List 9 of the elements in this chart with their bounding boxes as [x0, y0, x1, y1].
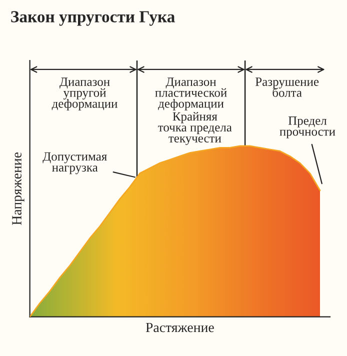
text: Разрушение болта [256, 78, 319, 97]
text: Диапазон упругой деформации [52, 78, 118, 110]
text: Крайняя точка предела текучести [158, 112, 232, 146]
x-axis-title: Растяжение [146, 322, 214, 332]
text: Диапазон пластической деформации [155, 78, 227, 110]
y-axis-title: Напряжение [12, 152, 24, 225]
annotation: Допустимая нагрузка [42, 152, 107, 174]
chart-title: Закон упругости Гука [11, 11, 175, 26]
text: Предел прочности [280, 116, 336, 138]
